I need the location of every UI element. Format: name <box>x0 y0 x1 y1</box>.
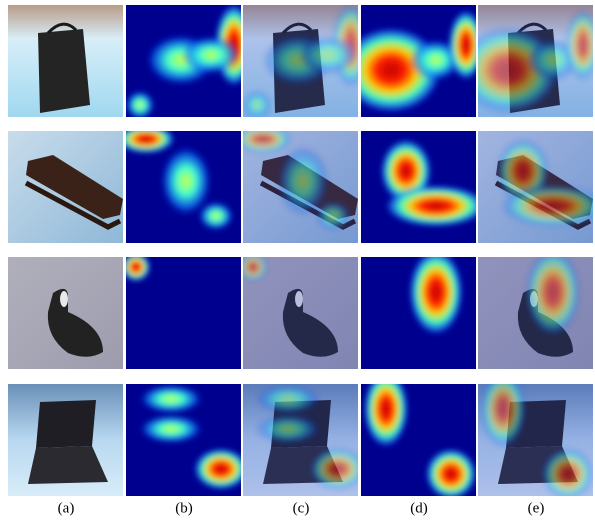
overlay-image <box>243 384 358 496</box>
object <box>26 155 123 219</box>
photo <box>8 131 123 243</box>
overlay-image <box>243 131 358 243</box>
heat-overlay <box>497 139 593 227</box>
heatmap <box>361 131 476 243</box>
tape <box>295 291 303 307</box>
tape <box>60 291 68 307</box>
heat-overlay <box>478 9 593 114</box>
heat-blob <box>126 131 175 154</box>
dispenser <box>282 288 338 357</box>
heat-blob <box>256 384 320 414</box>
handle <box>46 22 78 35</box>
heat-blob <box>501 185 593 227</box>
heat-blob <box>299 35 357 75</box>
heat-overlay <box>408 257 464 336</box>
heat-blob <box>126 90 155 117</box>
heat-overlay <box>243 257 268 282</box>
bag <box>38 29 90 113</box>
heat-blob <box>243 90 272 117</box>
dispenser <box>47 288 103 357</box>
heat-blob <box>193 448 241 490</box>
heatmap <box>126 384 241 496</box>
overlay-image <box>478 5 593 117</box>
heat-overlay <box>139 384 241 490</box>
heat-blob <box>198 201 234 231</box>
heatmap <box>126 131 241 243</box>
heat-overlay <box>243 5 358 117</box>
overlay-image <box>478 131 593 243</box>
heat-blob <box>480 384 526 448</box>
heat-overlay <box>480 384 593 496</box>
heat-blob <box>425 448 476 496</box>
caption: (b) <box>175 500 193 516</box>
heat-blob <box>277 145 329 217</box>
heat-blob <box>363 384 409 448</box>
heat-overlay <box>243 131 351 231</box>
heat-blob <box>182 35 240 75</box>
overlay-image <box>243 5 358 117</box>
heat-blob <box>525 257 581 336</box>
overlay-image <box>478 257 593 369</box>
heat-blob <box>542 448 593 496</box>
heatmap <box>126 5 241 117</box>
heat-blob <box>384 185 476 227</box>
heat-overlay <box>126 131 234 231</box>
caption: (a) <box>58 500 75 516</box>
photo <box>8 5 123 117</box>
handle <box>281 22 313 35</box>
caption: (d) <box>410 500 428 516</box>
overlay-image <box>478 384 593 496</box>
caption: (e) <box>528 500 545 516</box>
heat-blob <box>243 257 268 282</box>
heat-blob <box>310 448 358 490</box>
heat-blob <box>139 414 203 444</box>
heatmap <box>361 384 476 496</box>
heat-blob <box>139 384 203 414</box>
heat-blob <box>315 201 351 231</box>
heatmap <box>126 257 241 369</box>
heat-blob <box>126 257 151 282</box>
heat-overlay <box>256 384 358 490</box>
overlay-image <box>243 257 358 369</box>
heat-blob <box>243 131 292 154</box>
laptop-screen <box>36 400 96 448</box>
heat-blob <box>408 257 464 336</box>
heatmap <box>361 257 476 369</box>
caption: (c) <box>293 500 310 516</box>
heat-overlay <box>525 257 581 336</box>
heat-overlay <box>363 384 476 496</box>
heat-overlay <box>126 257 151 282</box>
object-edge <box>24 180 122 230</box>
laptop-base <box>28 446 108 484</box>
heat-blob <box>256 414 320 444</box>
heat-overlay <box>361 9 476 114</box>
photo <box>8 384 123 496</box>
heat-blob <box>160 145 212 217</box>
heat-overlay <box>126 5 241 117</box>
heat-blob <box>565 9 593 81</box>
heat-overlay <box>380 139 476 227</box>
heat-blob <box>448 9 476 81</box>
photo <box>8 257 123 369</box>
heatmap <box>361 5 476 117</box>
